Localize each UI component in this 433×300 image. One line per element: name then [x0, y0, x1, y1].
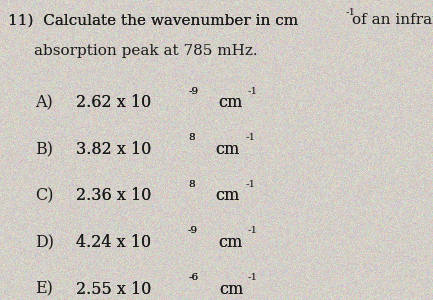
Text: 8: 8 — [188, 180, 195, 189]
Text: C): C) — [35, 188, 53, 205]
Text: cm: cm — [215, 141, 239, 158]
Text: cm: cm — [219, 280, 243, 298]
Text: 8: 8 — [188, 180, 195, 189]
Text: 3.82 x 10: 3.82 x 10 — [76, 141, 151, 158]
Text: cm: cm — [215, 141, 239, 158]
Text: 4.24 x 10: 4.24 x 10 — [76, 234, 151, 251]
Text: E): E) — [35, 280, 52, 298]
Text: cm: cm — [219, 234, 243, 251]
Text: -6: -6 — [188, 273, 198, 282]
Text: 2.62 x 10: 2.62 x 10 — [76, 94, 151, 112]
Text: cm: cm — [219, 280, 243, 298]
Text: A): A) — [35, 94, 52, 112]
Text: -9: -9 — [188, 226, 198, 236]
Text: cm: cm — [215, 188, 239, 205]
Text: -9: -9 — [188, 87, 198, 96]
Text: 8: 8 — [188, 134, 195, 142]
Text: of an infrared: of an infrared — [352, 14, 433, 28]
Text: 8: 8 — [188, 134, 195, 142]
Text: -1: -1 — [248, 273, 258, 282]
Text: cm: cm — [215, 188, 239, 205]
Text: D): D) — [35, 234, 54, 251]
Text: cm: cm — [219, 94, 243, 112]
Text: 11)  Calculate the wavenumber in cm: 11) Calculate the wavenumber in cm — [8, 14, 298, 28]
Text: -9: -9 — [188, 87, 198, 96]
Text: 2.36 x 10: 2.36 x 10 — [76, 188, 151, 205]
Text: -6: -6 — [188, 273, 198, 282]
Text: -9: -9 — [188, 226, 198, 236]
Text: 2.62 x 10: 2.62 x 10 — [76, 94, 151, 112]
Text: 2.55 x 10: 2.55 x 10 — [76, 280, 151, 298]
Text: -1: -1 — [245, 134, 255, 142]
Text: cm: cm — [219, 94, 243, 112]
Text: -1: -1 — [248, 226, 258, 236]
Text: absorption peak at 785 mHz.: absorption peak at 785 mHz. — [34, 44, 257, 58]
Text: 2.55 x 10: 2.55 x 10 — [76, 280, 151, 298]
Text: -1: -1 — [248, 87, 258, 96]
Text: 11)  Calculate the wavenumber in cm: 11) Calculate the wavenumber in cm — [8, 14, 298, 28]
Text: -1: -1 — [245, 180, 255, 189]
Text: 2.36 x 10: 2.36 x 10 — [76, 188, 151, 205]
Text: 4.24 x 10: 4.24 x 10 — [76, 234, 151, 251]
Text: B): B) — [35, 141, 53, 158]
Text: 3.82 x 10: 3.82 x 10 — [76, 141, 151, 158]
Text: cm: cm — [219, 234, 243, 251]
Text: -1: -1 — [346, 8, 356, 17]
